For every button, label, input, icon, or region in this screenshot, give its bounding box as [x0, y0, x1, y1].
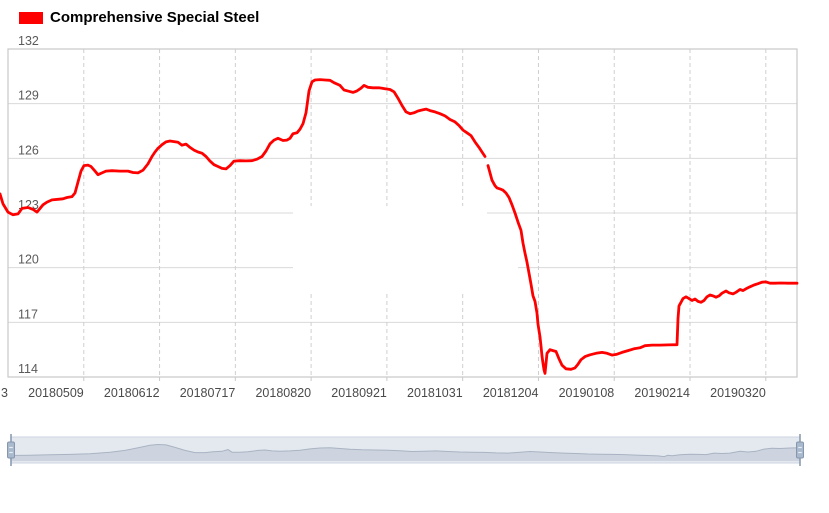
gridline-gap-patch [293, 262, 518, 292]
series-group[interactable] [0, 78, 799, 375]
y-tick-label: 117 [18, 307, 38, 321]
handle-grip[interactable] [796, 441, 804, 459]
y-tick-label: 132 [18, 34, 39, 48]
datazoom-left-handle[interactable] [7, 434, 15, 466]
gridline-gap-patch [293, 206, 487, 268]
legend[interactable]: Comprehensive Special Steel [19, 10, 259, 26]
y-tick-label: 129 [18, 89, 39, 103]
x-tick-label: 20190108 [559, 386, 615, 400]
y-tick-label: 126 [18, 143, 39, 157]
x-tick-label: 20190214 [634, 386, 690, 400]
legend-marker [19, 12, 43, 24]
datazoom-right-handle[interactable] [796, 434, 804, 466]
datazoom-minimap-area [8, 444, 800, 461]
price-line[interactable] [486, 164, 799, 375]
x-tick-label: 20181204 [483, 386, 539, 400]
handle-grip[interactable] [7, 441, 15, 459]
y-tick-label: 120 [18, 253, 39, 267]
x-tick-label: 20180717 [180, 386, 236, 400]
x-axis-labels: 3 20180509 20180612 20180717 20180820 2018092… [1, 386, 766, 400]
x-tick-label: 20190320 [710, 386, 766, 400]
x-tick-label: 20180612 [104, 386, 160, 400]
x-tick-label: 20180921 [331, 386, 387, 400]
x-tick-label: 20180820 [255, 386, 311, 400]
datazoom-slider[interactable] [7, 434, 804, 466]
x-tick-label: 20180509 [28, 386, 84, 400]
legend-label: Comprehensive Special Steel [50, 9, 260, 26]
y-tick-label: 114 [18, 362, 38, 376]
x-tick-label: 20181031 [407, 386, 463, 400]
gridlines [7, 48, 798, 381]
price-line[interactable] [0, 78, 487, 217]
x-tick-label: 3 [1, 386, 8, 400]
datazoom-minimap-line [7, 443, 801, 458]
